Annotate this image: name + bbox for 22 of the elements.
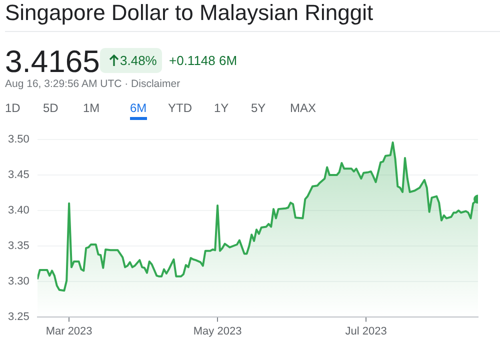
- text: Aug 16, 3:29:56 AM UTC · Disclaimer: [5, 78, 180, 90]
- text: +0.1148 6M: [169, 53, 238, 68]
- y-tick-label: 3.45: [8, 169, 30, 182]
- text: YTD: [168, 101, 192, 115]
- text: 1Y: [214, 101, 229, 115]
- x-tick-label: Mar 2023: [46, 325, 92, 338]
- x-tick-label: May 2023: [193, 325, 242, 338]
- text: 5Y: [251, 101, 266, 115]
- y-tick-label: 3.25: [8, 310, 30, 323]
- text: 1M: [83, 101, 100, 115]
- x-tick-label: Jul 2023: [345, 325, 387, 338]
- text: 1D: [5, 101, 20, 115]
- y-tick-label: 3.50: [8, 134, 30, 146]
- chart-title: Singapore Dollar to Malaysian Ringgit: [5, 0, 374, 26]
- text: 3.48%: [120, 53, 157, 68]
- text: 6M: [130, 101, 147, 120]
- y-tick-label: 3.30: [8, 275, 30, 288]
- chart-subtitle: 3.4165: [5, 44, 100, 80]
- text: 5D: [43, 101, 58, 115]
- text: MAX: [290, 101, 316, 115]
- y-tick-label: 3.40: [8, 204, 30, 217]
- y-tick-label: 3.35: [8, 240, 30, 252]
